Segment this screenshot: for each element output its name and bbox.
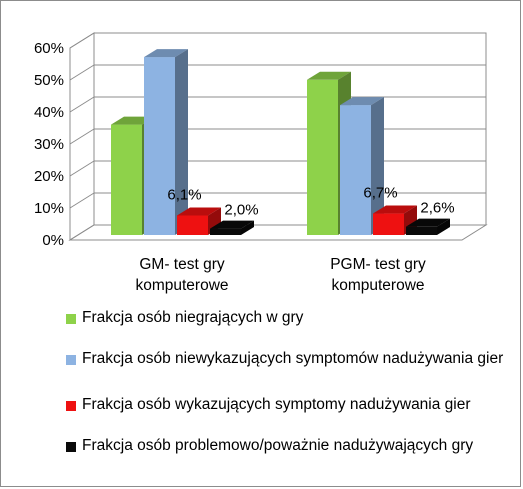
bar bbox=[210, 220, 254, 235]
bar bbox=[144, 49, 188, 235]
bar-front bbox=[373, 213, 404, 235]
bar-top bbox=[177, 207, 221, 216]
gridline-side bbox=[69, 192, 95, 209]
y-axis-ticks: 0% 10% 20% 30% 40% 50% 60% bbox=[34, 40, 64, 249]
data-label: 2,0% bbox=[224, 202, 258, 219]
legend-swatch bbox=[66, 401, 76, 411]
gridline-side bbox=[69, 64, 95, 81]
bar-top bbox=[307, 71, 351, 80]
data-label: 6,7% bbox=[363, 185, 397, 202]
legend-swatch bbox=[66, 442, 76, 452]
bar-top bbox=[340, 97, 384, 106]
x-tick-label: PGM- test gry bbox=[330, 256, 426, 273]
chart-bars bbox=[111, 49, 450, 235]
y-tick-label: 60% bbox=[34, 40, 64, 57]
bar-top bbox=[406, 218, 450, 227]
y-tick-label: 20% bbox=[34, 168, 64, 185]
gridline-side bbox=[69, 160, 95, 177]
bar-front bbox=[111, 124, 142, 235]
bar-front bbox=[307, 79, 338, 235]
data-label: 2,6% bbox=[420, 200, 454, 217]
legend-item-no-symptoms: Frakcja osób niewykazujących symptomów n… bbox=[66, 349, 512, 369]
bar-top bbox=[373, 205, 417, 214]
y-tick-label: 50% bbox=[34, 72, 64, 89]
legend-swatch bbox=[66, 355, 76, 365]
x-tick-label: komputerowe bbox=[135, 277, 228, 294]
gridline-side bbox=[69, 128, 95, 145]
gridline-side bbox=[69, 32, 95, 49]
legend-item-problematic: Frakcja osób problemowo/poważnie nadużyw… bbox=[66, 436, 512, 456]
x-axis-labels: GM- test gry komputerowe PGM- test gry komp… bbox=[135, 256, 426, 294]
gridline-side bbox=[69, 96, 95, 113]
data-label: 6,1% bbox=[167, 186, 201, 203]
y-tick-label: 40% bbox=[34, 104, 64, 121]
y-tick-label: 0% bbox=[42, 232, 64, 249]
legend-item-symptoms: Frakcja osób wykazujących symptomy naduż… bbox=[66, 395, 512, 415]
bar-front bbox=[210, 228, 241, 235]
y-tick-label: 30% bbox=[34, 136, 64, 153]
legend-label: Frakcja osób problemowo/poważnie nadużyw… bbox=[82, 437, 474, 454]
data-labels: 6,1% 2,0% 6,7% 2,6% bbox=[167, 185, 454, 219]
bar-front bbox=[406, 226, 437, 235]
bar-front bbox=[177, 215, 208, 235]
bar-front bbox=[144, 57, 175, 235]
bar-side bbox=[241, 220, 254, 235]
bar bbox=[340, 97, 384, 235]
gridline-side bbox=[69, 224, 95, 241]
bar-side bbox=[175, 49, 188, 235]
legend-swatch bbox=[66, 314, 76, 324]
legend-label: Frakcja osób niegrających w gry bbox=[82, 309, 304, 326]
y-tick-label: 10% bbox=[34, 200, 64, 217]
bar-front bbox=[340, 105, 371, 235]
x-tick-label: GM- test gry bbox=[139, 256, 225, 273]
legend-label: Frakcja osób wykazujących symptomy naduż… bbox=[82, 396, 471, 413]
bar-top bbox=[144, 49, 188, 58]
bar-side bbox=[371, 97, 384, 235]
x-tick-label: komputerowe bbox=[331, 277, 424, 294]
bar bbox=[406, 218, 450, 235]
bar-side bbox=[437, 218, 450, 235]
legend-item-non-gamers: Frakcja osób niegrających w gry bbox=[66, 308, 512, 328]
bar-top bbox=[210, 220, 254, 229]
legend-label: Frakcja osób niewykazujących symptomów n… bbox=[82, 350, 504, 367]
chart-plot: 0% 10% 20% 30% 40% 50% 60% 6,1% 2,0% 6,7% 2,6% GM… bbox=[34, 32, 488, 294]
